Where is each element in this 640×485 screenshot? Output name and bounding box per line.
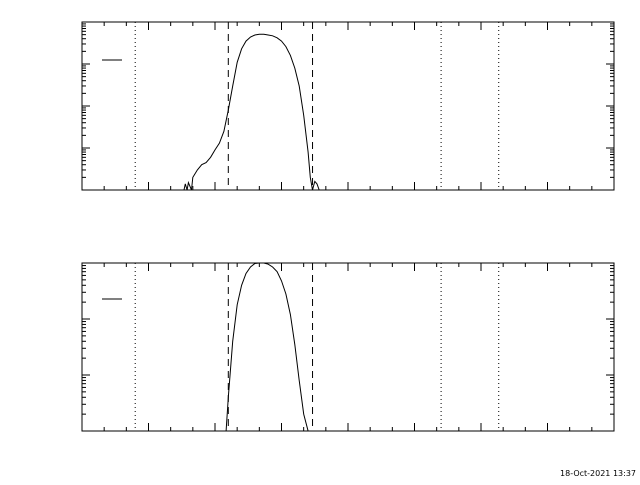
timestamp-stamp: 18-Oct-2021 13:37 [560, 469, 636, 478]
plot-frame [81, 262, 615, 432]
chart-panel-hi [81, 262, 615, 432]
series-line [183, 33, 320, 191]
chart-panel-lo [81, 21, 615, 191]
plot-frame [81, 21, 615, 191]
series-line [225, 262, 309, 432]
